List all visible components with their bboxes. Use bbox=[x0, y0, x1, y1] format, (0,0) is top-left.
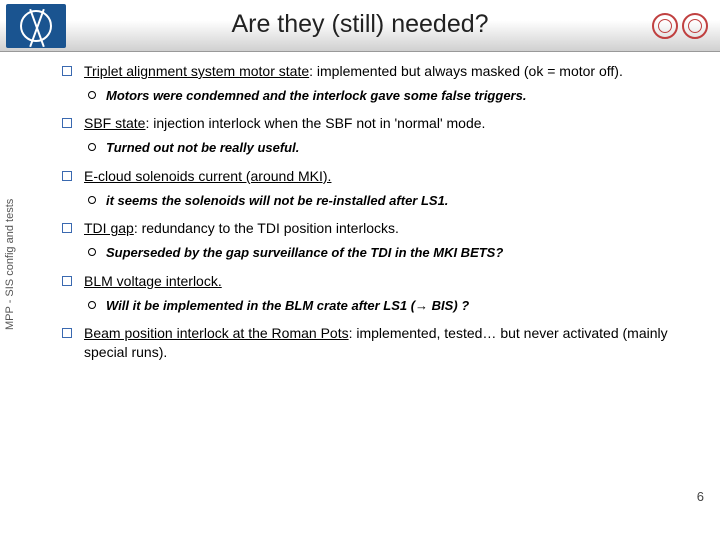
subitem-text: Turned out not be really useful. bbox=[106, 140, 299, 155]
item-rest: : redundancy to the TDI position interlo… bbox=[134, 220, 399, 236]
list-subitem: Will it be implemented in the BLM crate … bbox=[62, 297, 696, 315]
coil-logo bbox=[646, 6, 714, 46]
item-heading: Triplet alignment system motor state bbox=[84, 63, 309, 79]
item-heading: TDI gap bbox=[84, 220, 134, 236]
subitem-text: Motors were condemned and the interlock … bbox=[106, 88, 526, 103]
list-subitem: Turned out not be really useful. bbox=[62, 139, 696, 157]
subitem-text: it seems the solenoids will not be re-in… bbox=[106, 193, 448, 208]
item-rest: : implemented but always masked (ok = mo… bbox=[309, 63, 623, 79]
item-rest: : injection interlock when the SBF not i… bbox=[145, 115, 485, 131]
item-heading: Beam position interlock at the Roman Pot… bbox=[84, 325, 349, 341]
item-heading: BLM voltage interlock. bbox=[84, 273, 222, 289]
list-item: Beam position interlock at the Roman Pot… bbox=[62, 324, 696, 362]
subitem-text: Superseded by the gap surveillance of th… bbox=[106, 245, 503, 260]
page-number: 6 bbox=[697, 489, 704, 504]
date-label: 1/6/2022 bbox=[0, 491, 2, 534]
list-item: TDI gap: redundancy to the TDI position … bbox=[62, 219, 696, 238]
list-subitem: Motors were condemned and the interlock … bbox=[62, 87, 696, 105]
list-subitem: it seems the solenoids will not be re-in… bbox=[62, 192, 696, 210]
subitem-text: Will it be implemented in the BLM crate … bbox=[106, 298, 469, 313]
slide-header: Are they (still) needed? bbox=[0, 0, 720, 52]
item-heading: E-cloud solenoids current (around MKI). bbox=[84, 168, 331, 184]
slide-title: Are they (still) needed? bbox=[0, 10, 720, 39]
content-area: Triplet alignment system motor state: im… bbox=[62, 62, 696, 500]
list-item: BLM voltage interlock. bbox=[62, 272, 696, 291]
list-item: E-cloud solenoids current (around MKI). bbox=[62, 167, 696, 186]
item-heading: SBF state bbox=[84, 115, 145, 131]
list-item: Triplet alignment system motor state: im… bbox=[62, 62, 696, 81]
list-subitem: Superseded by the gap surveillance of th… bbox=[62, 244, 696, 262]
sidebar-label: MPP - SIS config and tests bbox=[4, 199, 16, 330]
list-item: SBF state: injection interlock when the … bbox=[62, 114, 696, 133]
